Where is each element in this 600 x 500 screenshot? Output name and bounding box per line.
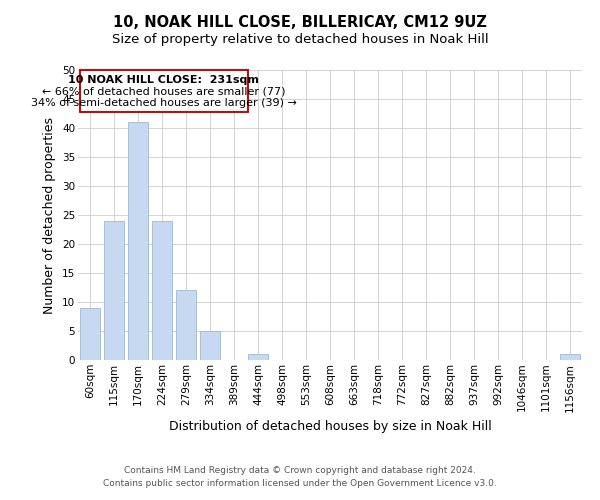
Bar bbox=[128, 122, 148, 360]
Text: 34% of semi-detached houses are larger (39) →: 34% of semi-detached houses are larger (… bbox=[31, 98, 297, 108]
FancyBboxPatch shape bbox=[80, 70, 248, 112]
Text: 10 NOAK HILL CLOSE:  231sqm: 10 NOAK HILL CLOSE: 231sqm bbox=[68, 74, 259, 85]
Bar bbox=[176, 290, 196, 360]
X-axis label: Distribution of detached houses by size in Noak Hill: Distribution of detached houses by size … bbox=[169, 420, 491, 433]
Text: 10, NOAK HILL CLOSE, BILLERICAY, CM12 9UZ: 10, NOAK HILL CLOSE, BILLERICAY, CM12 9U… bbox=[113, 15, 487, 30]
Bar bbox=[152, 221, 172, 360]
Y-axis label: Number of detached properties: Number of detached properties bbox=[43, 116, 56, 314]
Text: ← 66% of detached houses are smaller (77): ← 66% of detached houses are smaller (77… bbox=[42, 87, 286, 97]
Text: Contains HM Land Registry data © Crown copyright and database right 2024.
Contai: Contains HM Land Registry data © Crown c… bbox=[103, 466, 497, 487]
Bar bbox=[104, 221, 124, 360]
Bar bbox=[248, 354, 268, 360]
Bar bbox=[560, 354, 580, 360]
Text: Size of property relative to detached houses in Noak Hill: Size of property relative to detached ho… bbox=[112, 32, 488, 46]
Bar bbox=[80, 308, 100, 360]
Bar bbox=[200, 331, 220, 360]
